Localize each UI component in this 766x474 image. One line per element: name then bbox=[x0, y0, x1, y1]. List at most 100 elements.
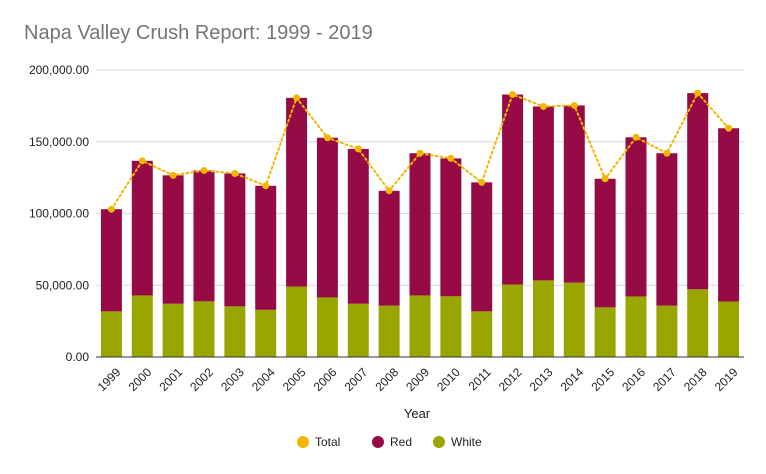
total-point-1999 bbox=[107, 205, 115, 213]
bar-red-2016 bbox=[625, 137, 647, 297]
x-tick-label: 2011 bbox=[466, 365, 494, 393]
total-point-2003 bbox=[231, 169, 239, 177]
total-point-2007 bbox=[354, 145, 362, 153]
total-point-2001 bbox=[169, 171, 177, 179]
bar-white-2005 bbox=[286, 286, 308, 357]
bar-white-1999 bbox=[100, 311, 122, 357]
total-point-2010 bbox=[447, 154, 455, 162]
x-tick-label: 2005 bbox=[280, 365, 309, 394]
bar-red-2007 bbox=[347, 148, 369, 304]
legend-label: White bbox=[451, 435, 482, 449]
legend-item-red: Red bbox=[372, 435, 412, 449]
bar-white-2002 bbox=[193, 301, 215, 357]
bars bbox=[100, 93, 740, 357]
bar-white-2015 bbox=[594, 307, 616, 357]
bar-white-2003 bbox=[224, 306, 246, 357]
x-tick-label: 2003 bbox=[218, 365, 247, 394]
bar-white-2000 bbox=[131, 295, 153, 357]
x-tick-label: 2001 bbox=[156, 365, 185, 394]
total-point-2012 bbox=[509, 91, 517, 99]
x-tick-label: 2015 bbox=[588, 365, 617, 394]
legend-swatch bbox=[297, 436, 309, 448]
bar-white-2016 bbox=[625, 296, 647, 357]
bar-red-2002 bbox=[193, 170, 215, 302]
y-tick-label: 150,000.00 bbox=[29, 135, 89, 149]
bar-red-2009 bbox=[409, 153, 431, 296]
bar-white-2011 bbox=[471, 311, 493, 357]
bar-white-2019 bbox=[718, 301, 740, 357]
bar-red-2011 bbox=[471, 182, 493, 312]
bar-white-2009 bbox=[409, 295, 431, 357]
x-tick-label: 2010 bbox=[434, 365, 463, 394]
bar-red-2013 bbox=[532, 106, 554, 281]
bar-red-2000 bbox=[131, 160, 153, 296]
y-tick-label: 200,000.00 bbox=[29, 63, 89, 77]
x-tick-label: 2000 bbox=[126, 365, 155, 394]
legend: Total Red White bbox=[297, 435, 482, 449]
bar-red-2001 bbox=[162, 175, 184, 304]
bar-red-2010 bbox=[440, 158, 462, 297]
bar-white-2004 bbox=[255, 309, 277, 357]
legend-swatch bbox=[433, 436, 445, 448]
legend-item-white: White bbox=[433, 435, 482, 449]
x-tick-label: 2008 bbox=[372, 365, 401, 394]
bar-red-1999 bbox=[100, 209, 122, 312]
bar-red-2015 bbox=[594, 178, 616, 308]
bar-white-2012 bbox=[502, 284, 524, 357]
bar-red-2006 bbox=[316, 137, 338, 298]
total-point-2002 bbox=[200, 166, 208, 174]
bar-white-2013 bbox=[532, 280, 554, 357]
x-tick-label: 2014 bbox=[558, 365, 587, 394]
x-tick-label: 2006 bbox=[311, 365, 340, 394]
y-tick-label: 100,000.00 bbox=[29, 207, 89, 221]
x-tick-label: 1999 bbox=[95, 365, 124, 394]
x-tick-label: 2004 bbox=[249, 365, 278, 394]
bar-white-2001 bbox=[162, 303, 184, 357]
total-point-2013 bbox=[539, 102, 547, 110]
x-tick-label: 2012 bbox=[496, 365, 525, 394]
bar-white-2014 bbox=[563, 282, 585, 357]
total-point-2006 bbox=[323, 134, 331, 142]
chart-title: Napa Valley Crush Report: 1999 - 2019 bbox=[24, 22, 373, 44]
bar-white-2007 bbox=[347, 303, 369, 357]
legend-label: Total bbox=[315, 435, 340, 449]
total-point-2018 bbox=[694, 89, 702, 97]
bar-red-2018 bbox=[687, 93, 709, 290]
total-point-2005 bbox=[293, 94, 301, 102]
x-tick-label: 2007 bbox=[342, 365, 371, 394]
total-point-2014 bbox=[570, 101, 578, 109]
bar-red-2005 bbox=[286, 97, 308, 287]
bar-white-2017 bbox=[656, 305, 678, 357]
x-tick-label: 2009 bbox=[403, 365, 432, 394]
bar-red-2012 bbox=[502, 94, 524, 285]
y-tick-label: 0.00 bbox=[66, 350, 90, 364]
legend-item-total: Total bbox=[297, 435, 340, 449]
legend-label: Red bbox=[390, 435, 412, 449]
total-point-2008 bbox=[385, 187, 393, 195]
bar-red-2004 bbox=[255, 185, 277, 310]
y-axis-ticks: 0.00 50,000.00 100,000.00 150,000.00 200,000… bbox=[29, 63, 89, 364]
bar-red-2014 bbox=[563, 105, 585, 283]
x-tick-label: 2017 bbox=[650, 365, 679, 394]
x-tick-label: 2002 bbox=[187, 365, 216, 394]
bar-white-2018 bbox=[687, 289, 709, 357]
bar-white-2010 bbox=[440, 296, 462, 357]
x-tick-label: 2013 bbox=[527, 365, 556, 394]
total-point-2009 bbox=[416, 149, 424, 157]
y-tick-label: 50,000.00 bbox=[36, 278, 90, 292]
total-point-2016 bbox=[632, 133, 640, 141]
total-line bbox=[107, 89, 733, 213]
total-point-2004 bbox=[262, 182, 270, 190]
x-tick-label: 2019 bbox=[712, 365, 741, 394]
bar-white-2006 bbox=[316, 297, 338, 357]
total-point-2015 bbox=[601, 175, 609, 183]
bar-white-2008 bbox=[378, 305, 400, 357]
x-axis-label: Year bbox=[404, 406, 431, 421]
x-tick-label: 2018 bbox=[681, 365, 710, 394]
bar-red-2003 bbox=[224, 173, 246, 307]
bar-red-2008 bbox=[378, 190, 400, 306]
total-point-2019 bbox=[725, 124, 733, 132]
bar-red-2017 bbox=[656, 153, 678, 306]
